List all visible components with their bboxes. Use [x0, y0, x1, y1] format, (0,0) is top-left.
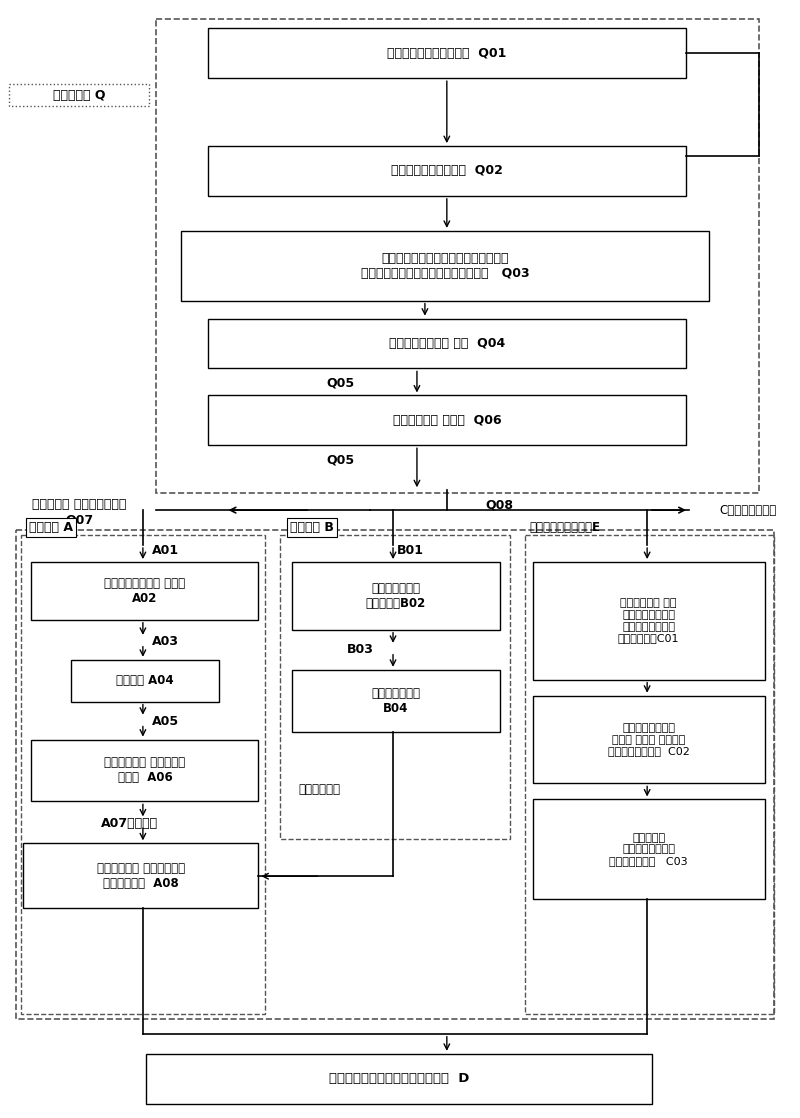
- Text: 以筛网装置 获取有机物垃圾
Q07: 以筛网装置 获取有机物垃圾 Q07: [32, 499, 126, 527]
- Bar: [31, 562, 258, 619]
- Text: 利用精选设备 得到高纯度的
可发酵有机物  A08: 利用精选设备 得到高纯度的 可发酵有机物 A08: [97, 862, 185, 890]
- Bar: [281, 536, 510, 840]
- Bar: [16, 530, 774, 1018]
- Text: 通过溶气气浮工艺
使悬浮 有机物 漂浮于水
面形成浮渣有机物  C02: 通过溶气气浮工艺 使悬浮 有机物 漂浮于水 面形成浮渣有机物 C02: [608, 723, 690, 756]
- Text: A03: A03: [152, 635, 179, 648]
- Text: C（高浓度污水）: C（高浓度污水）: [719, 503, 776, 517]
- Text: B03: B03: [346, 643, 374, 656]
- Bar: [208, 146, 686, 196]
- Text: 分离垃圾中的小颗粒物  Q02: 分离垃圾中的小颗粒物 Q02: [391, 164, 502, 178]
- Bar: [146, 1054, 652, 1103]
- Bar: [533, 562, 765, 680]
- Bar: [156, 19, 758, 493]
- Text: 细小颗粒有机物收集E: 细小颗粒有机物收集E: [530, 521, 601, 534]
- Text: 作为沼气发酵原料的可发酵有机物  D: 作为沼气发酵原料的可发酵有机物 D: [329, 1072, 469, 1086]
- Text: Q05: Q05: [326, 377, 354, 390]
- Bar: [10, 84, 149, 106]
- Bar: [208, 396, 686, 445]
- Bar: [23, 843, 258, 908]
- Text: A01: A01: [152, 543, 179, 557]
- Text: 前分选处理 Q: 前分选处理 Q: [53, 88, 106, 102]
- Text: 人工精选 B: 人工精选 B: [290, 521, 334, 534]
- Text: 人工分拣得到可
发酵有机物B02: 人工分拣得到可 发酵有机物B02: [366, 581, 426, 610]
- Text: 磨浆处理 A04: 磨浆处理 A04: [116, 674, 174, 688]
- Bar: [31, 739, 258, 802]
- Text: Q08: Q08: [486, 499, 514, 512]
- Bar: [71, 660, 218, 702]
- Bar: [292, 562, 500, 629]
- Bar: [208, 319, 686, 369]
- Text: 破碎机破碎处理
B04: 破碎机破碎处理 B04: [371, 686, 421, 714]
- Bar: [292, 670, 500, 731]
- Text: （有机污水）: （有机污水）: [298, 783, 340, 796]
- Bar: [533, 799, 765, 899]
- Text: A05: A05: [152, 716, 179, 728]
- Text: 袋包垃圾破袋和垃圾冲洗  Q01: 袋包垃圾破袋和垃圾冲洗 Q01: [387, 47, 506, 59]
- Text: 浮力分选分离惰性 重物  Q04: 浮力分选分离惰性 重物 Q04: [389, 337, 505, 350]
- Bar: [181, 230, 709, 301]
- Text: 利用刮渣机
将浮渣有机物集中
送至浮渣收集池   C03: 利用刮渣机 将浮渣有机物集中 送至浮渣收集池 C03: [610, 833, 688, 865]
- Text: B01: B01: [397, 543, 423, 557]
- Text: 分离垃圾中大于某一特定尺寸的物质，
小于特定尺寸的垃圾进入后续处理步骤   Q03: 分离垃圾中大于某一特定尺寸的物质， 小于特定尺寸的垃圾进入后续处理步骤 Q03: [361, 252, 529, 280]
- Text: 去除有机浆中 较大的非可
发酵物  A06: 去除有机浆中 较大的非可 发酵物 A06: [104, 757, 186, 785]
- Bar: [525, 536, 774, 1014]
- Text: A07阶梯水道: A07阶梯水道: [101, 817, 158, 830]
- Bar: [22, 536, 266, 1014]
- Bar: [533, 695, 765, 784]
- Text: 进行曝气搅拌 沉淀
隔除惰性无机物，
利用自动隔栅机清
除漂浮性杂物C01: 进行曝气搅拌 沉淀 隔除惰性无机物， 利用自动隔栅机清 除漂浮性杂物C01: [618, 598, 679, 643]
- Text: Q05: Q05: [326, 454, 354, 466]
- Text: 机械精选 A: 机械精选 A: [30, 521, 74, 534]
- Text: 风力分选分离 小轻物  Q06: 风力分选分离 小轻物 Q06: [393, 414, 501, 427]
- Bar: [208, 28, 686, 78]
- Text: 去除杂有机物中的 轻漂物
A02: 去除杂有机物中的 轻漂物 A02: [104, 577, 186, 605]
